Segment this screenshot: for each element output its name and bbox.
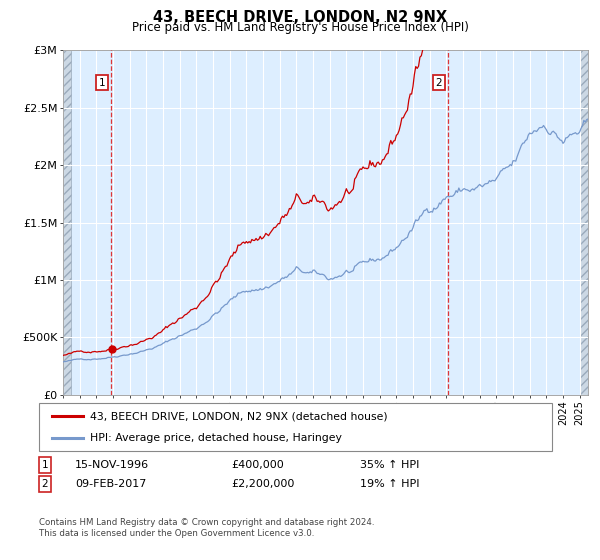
Text: Price paid vs. HM Land Registry's House Price Index (HPI): Price paid vs. HM Land Registry's House … xyxy=(131,21,469,34)
Text: 35% ↑ HPI: 35% ↑ HPI xyxy=(360,460,419,470)
Text: 1: 1 xyxy=(41,460,49,470)
Text: This data is licensed under the Open Government Licence v3.0.: This data is licensed under the Open Gov… xyxy=(39,529,314,538)
Bar xyxy=(63,50,71,395)
Text: 2: 2 xyxy=(436,77,442,87)
Text: 43, BEECH DRIVE, LONDON, N2 9NX (detached house): 43, BEECH DRIVE, LONDON, N2 9NX (detache… xyxy=(91,411,388,421)
Text: Contains HM Land Registry data © Crown copyright and database right 2024.: Contains HM Land Registry data © Crown c… xyxy=(39,518,374,527)
Text: 15-NOV-1996: 15-NOV-1996 xyxy=(75,460,149,470)
Bar xyxy=(580,50,590,395)
Text: 2: 2 xyxy=(41,479,49,489)
Text: 19% ↑ HPI: 19% ↑ HPI xyxy=(360,479,419,489)
FancyBboxPatch shape xyxy=(39,403,552,451)
Text: £2,200,000: £2,200,000 xyxy=(231,479,295,489)
Text: 09-FEB-2017: 09-FEB-2017 xyxy=(75,479,146,489)
Text: HPI: Average price, detached house, Haringey: HPI: Average price, detached house, Hari… xyxy=(91,433,342,443)
Text: 1: 1 xyxy=(98,77,105,87)
Text: 43, BEECH DRIVE, LONDON, N2 9NX: 43, BEECH DRIVE, LONDON, N2 9NX xyxy=(153,10,447,25)
Text: £400,000: £400,000 xyxy=(231,460,284,470)
